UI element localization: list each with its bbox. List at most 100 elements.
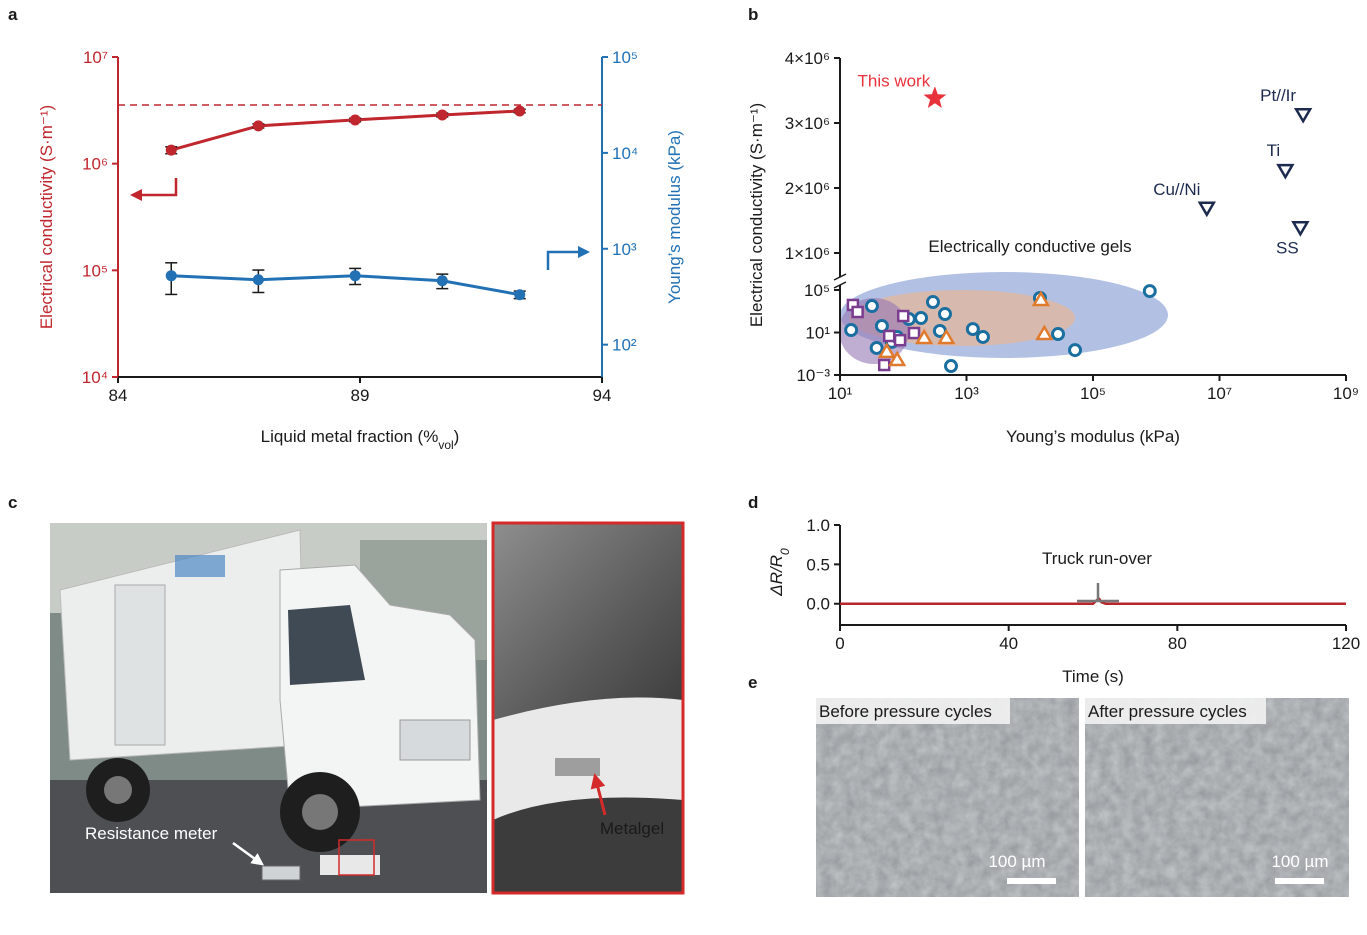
axis-arrow-head bbox=[578, 246, 590, 258]
y-tick-label: 10¹ bbox=[805, 324, 830, 343]
point bbox=[514, 105, 526, 117]
series-line bbox=[170, 109, 520, 152]
axis-arrow bbox=[546, 250, 582, 270]
point bbox=[914, 310, 929, 325]
x-tick-label: 84 bbox=[109, 386, 128, 405]
x-axis-title-part: ) bbox=[454, 427, 460, 446]
point-label: Ti bbox=[1267, 141, 1281, 160]
photo-label: Resistance meter bbox=[85, 824, 218, 843]
point bbox=[1031, 290, 1051, 307]
point bbox=[975, 329, 990, 344]
point bbox=[897, 309, 910, 323]
point bbox=[923, 86, 947, 108]
point bbox=[165, 144, 177, 156]
y-tick-label: 10⁻³ bbox=[796, 366, 830, 385]
micrograph-texture bbox=[816, 698, 1079, 897]
panel-label: c bbox=[8, 493, 17, 512]
panel-label: e bbox=[748, 673, 757, 692]
x-tick-label: 89 bbox=[351, 386, 370, 405]
point bbox=[851, 305, 864, 319]
y-axis-title-part: ΔR/R bbox=[767, 555, 786, 597]
point bbox=[914, 328, 934, 345]
annotation: Truck run-over bbox=[1042, 549, 1152, 568]
point bbox=[877, 358, 891, 372]
point bbox=[937, 307, 952, 322]
y-axis-title: Electrical conductivity (S·m⁻¹) bbox=[37, 105, 56, 329]
point bbox=[165, 270, 177, 282]
y-axis-title: Electrical conductivity (S·m⁻¹) bbox=[747, 103, 766, 327]
axis-arrow-head bbox=[130, 189, 142, 201]
title-box bbox=[1085, 698, 1266, 724]
point bbox=[1068, 343, 1083, 358]
y2-tick-label: 10⁴ bbox=[612, 144, 638, 163]
annotation: Electrically conductive gels bbox=[928, 237, 1131, 256]
point bbox=[1293, 107, 1313, 124]
point bbox=[882, 329, 896, 343]
y2-tick-label: 10³ bbox=[612, 240, 637, 259]
point bbox=[1291, 221, 1310, 237]
x-tick-label: 10³ bbox=[954, 384, 979, 403]
panel-label: a bbox=[8, 5, 18, 24]
x-tick-label: 10¹ bbox=[828, 384, 853, 403]
scale-bar bbox=[1275, 878, 1324, 884]
x-axis-title-part: vol bbox=[438, 438, 453, 452]
point bbox=[844, 323, 859, 338]
axis-break bbox=[833, 273, 847, 281]
x-tick-label: 94 bbox=[593, 386, 612, 405]
y2-axis-title: Young’s modulus (kPa) bbox=[665, 130, 684, 304]
point bbox=[252, 120, 264, 132]
point bbox=[887, 350, 907, 367]
point bbox=[944, 359, 959, 374]
point bbox=[1035, 324, 1054, 341]
series-line bbox=[840, 597, 1346, 605]
y-tick-label: 10⁵ bbox=[804, 281, 830, 300]
series-line bbox=[171, 274, 520, 297]
point bbox=[514, 289, 526, 301]
y-tick-label: 10⁶ bbox=[82, 155, 108, 174]
x-tick-label: 10⁵ bbox=[1080, 384, 1106, 403]
y-tick-label: 2×10⁶ bbox=[785, 179, 830, 198]
point bbox=[864, 299, 879, 314]
x-tick-label: 80 bbox=[1168, 634, 1187, 653]
panel-label: b bbox=[748, 5, 758, 24]
point bbox=[436, 275, 448, 287]
y-tick-label: 3×10⁶ bbox=[785, 114, 830, 133]
y-tick-label: 1.0 bbox=[806, 516, 830, 535]
point bbox=[1276, 163, 1295, 180]
photo-label: Metalgel bbox=[600, 819, 664, 838]
point bbox=[893, 333, 907, 347]
point bbox=[1197, 201, 1216, 218]
title-box bbox=[816, 698, 1010, 724]
x-tick-label: 40 bbox=[999, 634, 1018, 653]
y-axis-title-part: 0 bbox=[778, 548, 792, 555]
point bbox=[349, 114, 361, 126]
x-axis-title: Liquid metal fraction (%vol) bbox=[261, 427, 460, 452]
point bbox=[965, 322, 980, 337]
point bbox=[925, 295, 940, 310]
y2-tick-label: 10⁵ bbox=[612, 48, 638, 67]
point bbox=[436, 109, 448, 121]
point bbox=[877, 342, 897, 359]
micrograph-texture bbox=[1085, 698, 1349, 897]
axis-break bbox=[833, 281, 847, 289]
micrograph-title: Before pressure cycles bbox=[819, 702, 992, 721]
axis-arrow bbox=[138, 178, 178, 197]
scale-bar-label: 100 µm bbox=[1271, 852, 1328, 871]
point bbox=[937, 328, 956, 345]
series-label: This work bbox=[857, 71, 930, 90]
y-tick-label: 10⁴ bbox=[82, 368, 108, 387]
point bbox=[907, 326, 921, 340]
point bbox=[874, 318, 889, 333]
panel-label: d bbox=[748, 493, 758, 512]
micrograph-title: After pressure cycles bbox=[1088, 702, 1247, 721]
y-tick-label: 0.5 bbox=[806, 555, 830, 574]
x-tick-label: 120 bbox=[1332, 634, 1360, 653]
y-tick-label: 10⁵ bbox=[82, 261, 108, 280]
y-tick-label: 4×10⁶ bbox=[785, 49, 830, 68]
x-tick-label: 0 bbox=[835, 634, 844, 653]
scale-bar bbox=[1007, 878, 1056, 884]
x-tick-label: 10⁹ bbox=[1333, 384, 1359, 403]
point bbox=[349, 270, 361, 282]
point-label: Pt//Ir bbox=[1260, 86, 1296, 105]
